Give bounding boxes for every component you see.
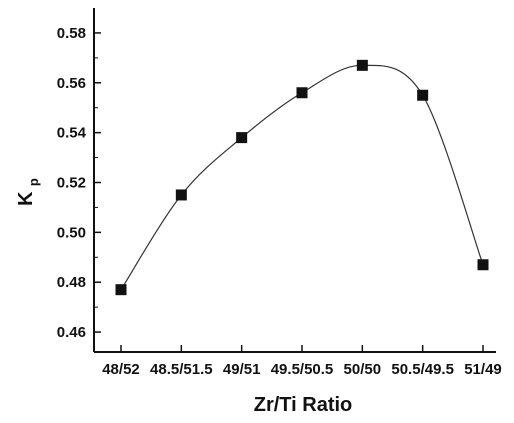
x-tick-label: 50/50 [344,361,382,378]
data-markers [115,59,489,296]
x-axis-title: Zr/Ti Ratio [254,394,353,416]
x-tick-label: 48.5/51.5 [150,361,213,378]
y-tick-labels: 0.46 0.48 0.50 0.52 0.54 0.56 0.58 [57,25,87,341]
x-tick-label: 51/49 [464,361,502,378]
data-point [477,259,489,271]
x-tick-label: 49/51 [223,361,261,378]
x-tick-label: 48/52 [102,361,140,378]
data-point [356,59,368,71]
x-tick-label: 49.5/50.5 [271,361,334,378]
data-point [296,87,308,99]
y-tick-label: 0.58 [57,25,86,42]
data-point [175,189,187,201]
y-tick-label: 0.50 [57,224,86,241]
data-point [115,284,127,296]
x-tick-labels: 48/52 48.5/51.5 49/51 49.5/50.5 50/50 50.5/49… [102,361,502,378]
y-tick-label: 0.48 [57,274,86,291]
x-tick-label: 50.5/49.5 [391,361,454,378]
y-axis-title-subscript: p [26,178,41,186]
y-tick-label: 0.54 [57,125,87,142]
data-point [417,89,429,101]
y-axis-title-main: K [15,191,37,206]
y-tick-label: 0.56 [57,75,86,92]
fit-curve [120,64,484,291]
y-tick-label: 0.46 [57,324,86,341]
axes [93,8,496,353]
y-axis-title: K p [15,178,41,206]
y-tick-label: 0.52 [57,174,86,191]
data-point [236,132,248,144]
